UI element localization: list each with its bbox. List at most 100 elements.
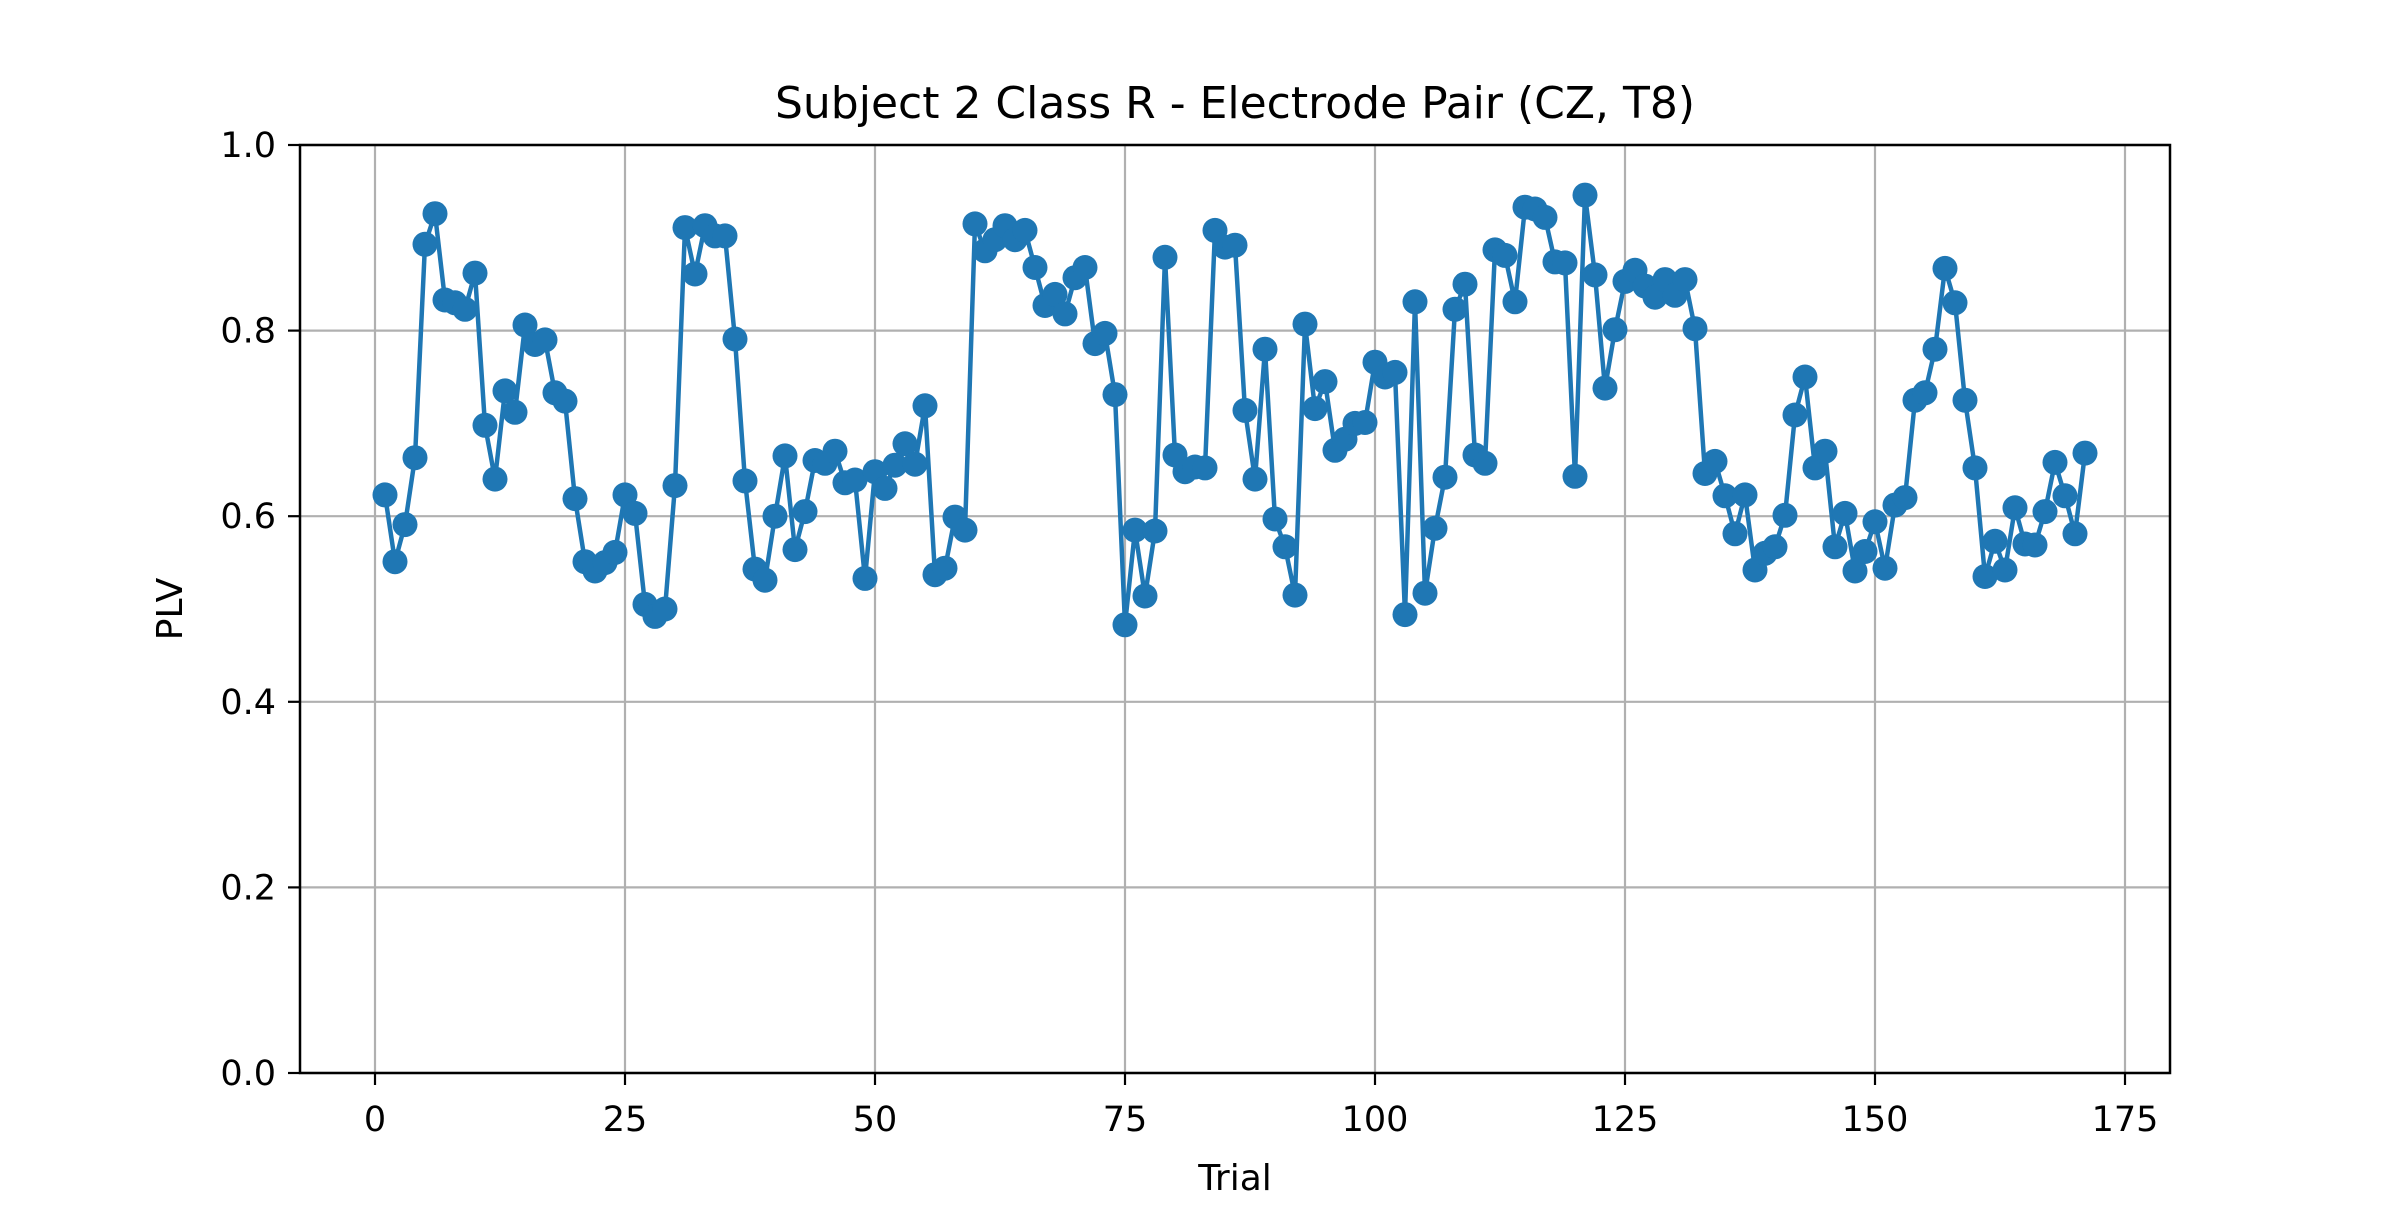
- data-point: [1052, 301, 1078, 327]
- data-point: [1872, 555, 1898, 581]
- data-point: [1302, 396, 1328, 422]
- data-point: [1942, 290, 1968, 316]
- x-tick-label: 75: [1103, 1100, 1148, 1140]
- x-tick-label: 25: [603, 1100, 648, 1140]
- data-point: [602, 539, 628, 565]
- data-point: [1122, 517, 1148, 543]
- data-point: [1292, 311, 1318, 337]
- x-tick-label: 175: [2092, 1100, 2159, 1140]
- data-point: [612, 482, 638, 508]
- x-tick-label: 150: [1842, 1100, 1909, 1140]
- data-point: [892, 431, 918, 457]
- x-tick-label: 100: [1342, 1100, 1409, 1140]
- data-point: [1492, 242, 1518, 268]
- data-point: [1912, 380, 1938, 406]
- data-point: [1952, 387, 1978, 413]
- y-tick-label: 0.4: [220, 683, 276, 723]
- data-point: [552, 388, 578, 414]
- data-point: [1722, 521, 1748, 547]
- data-point: [1772, 502, 1798, 528]
- data-point: [1932, 255, 1958, 281]
- data-point: [912, 393, 938, 419]
- data-point: [1562, 463, 1588, 489]
- data-point: [1222, 232, 1248, 258]
- data-point: [2042, 449, 2068, 475]
- data-point: [1192, 455, 1218, 481]
- data-point: [502, 399, 528, 425]
- data-point: [372, 482, 398, 508]
- data-point: [1672, 267, 1698, 293]
- data-point: [1142, 518, 1168, 544]
- data-point: [1402, 289, 1428, 315]
- data-point: [1502, 289, 1528, 315]
- data-point: [1112, 612, 1138, 638]
- data-point: [672, 215, 698, 241]
- data-point: [772, 443, 798, 469]
- plot-frame: [298, 143, 2172, 1075]
- data-point: [1992, 557, 2018, 583]
- data-point: [1922, 336, 1948, 362]
- gridlines: [300, 143, 2170, 1075]
- data-point: [762, 503, 788, 529]
- data-point: [1602, 317, 1628, 343]
- data-point: [1442, 296, 1468, 322]
- y-axis-label: PLV: [150, 577, 191, 640]
- data-point: [852, 565, 878, 591]
- data-point: [952, 517, 978, 543]
- data-point: [732, 468, 758, 494]
- data-point: [1472, 450, 1498, 476]
- x-tick-label: 50: [853, 1100, 898, 1140]
- data-point: [902, 451, 928, 477]
- data-point: [512, 312, 538, 338]
- data-point: [452, 296, 478, 322]
- data-point: [1732, 482, 1758, 508]
- data-point: [1852, 539, 1878, 564]
- data-point: [382, 549, 408, 575]
- data-point: [422, 201, 448, 227]
- data-point: [2022, 532, 2048, 558]
- data-point: [1232, 397, 1258, 423]
- data-point: [882, 452, 908, 478]
- data-point: [1962, 455, 1988, 481]
- data-point: [492, 378, 518, 404]
- data-point: [1262, 506, 1288, 532]
- data-point: [462, 260, 488, 286]
- data-point: [1132, 583, 1158, 609]
- y-tick-label: 0.6: [220, 497, 276, 537]
- y-tick-label: 0.2: [220, 868, 276, 908]
- data-point: [1012, 217, 1038, 243]
- y-tick-label: 1.0: [220, 126, 276, 166]
- data-point: [2072, 440, 2098, 466]
- data-point: [402, 445, 428, 471]
- data-point: [782, 537, 808, 563]
- data-point: [712, 223, 738, 249]
- data-point: [1532, 204, 1558, 230]
- data-point: [1552, 250, 1578, 276]
- data-point: [722, 326, 748, 352]
- data-point: [932, 555, 958, 581]
- data-point: [1242, 466, 1268, 492]
- data-point: [1152, 244, 1178, 270]
- data-point: [1792, 364, 1818, 390]
- data-point: [1352, 410, 1378, 435]
- data-point: [792, 499, 818, 525]
- data-point: [1982, 528, 2008, 554]
- x-axis-label: Trial: [1197, 1158, 1272, 1199]
- data-point: [872, 475, 898, 501]
- data-point: [1842, 558, 1868, 584]
- chart-title: Subject 2 Class R - Electrode Pair (CZ, …: [775, 78, 1695, 129]
- data-point: [1452, 271, 1478, 297]
- data-point: [1252, 336, 1278, 362]
- y-tick-label: 0.8: [220, 312, 276, 352]
- data-point: [1412, 580, 1438, 606]
- data-point: [1272, 534, 1298, 560]
- x-tick-label: 0: [364, 1100, 386, 1140]
- data-point: [1392, 602, 1418, 628]
- data-point: [1762, 534, 1788, 560]
- data-point: [472, 412, 498, 438]
- data-point: [1422, 515, 1448, 541]
- data-point: [532, 327, 558, 353]
- data-point: [2052, 483, 2078, 509]
- data-point: [1712, 483, 1738, 509]
